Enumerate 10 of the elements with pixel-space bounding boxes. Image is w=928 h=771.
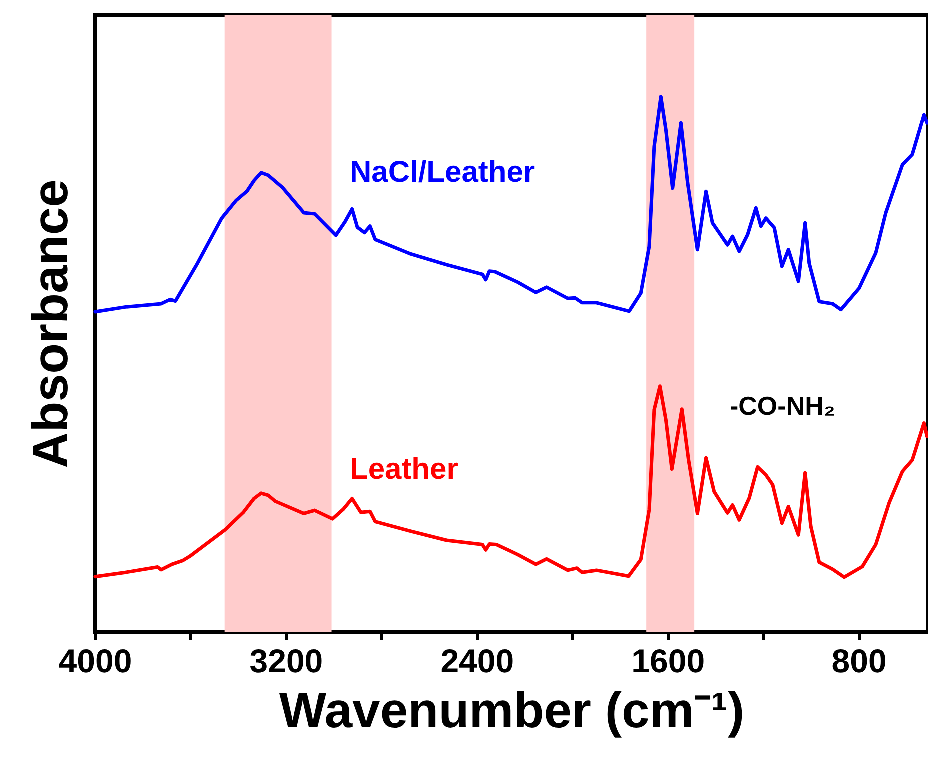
x-tick-label: 2400 [440, 642, 514, 680]
x-tick-label: 4000 [58, 642, 132, 680]
series-label: NaCl/Leather [350, 156, 536, 189]
x-tick-label: 1600 [632, 642, 706, 680]
x-tick-label: 800 [832, 642, 887, 680]
y-axis-title: Absorbance [22, 180, 78, 468]
annotation: -CO-NH₂ [730, 391, 836, 421]
x-tick-label: 3200 [250, 642, 324, 680]
x-axis-title: Wavenumber (cm⁻¹) [279, 682, 745, 738]
series-label: Leather [350, 453, 459, 486]
